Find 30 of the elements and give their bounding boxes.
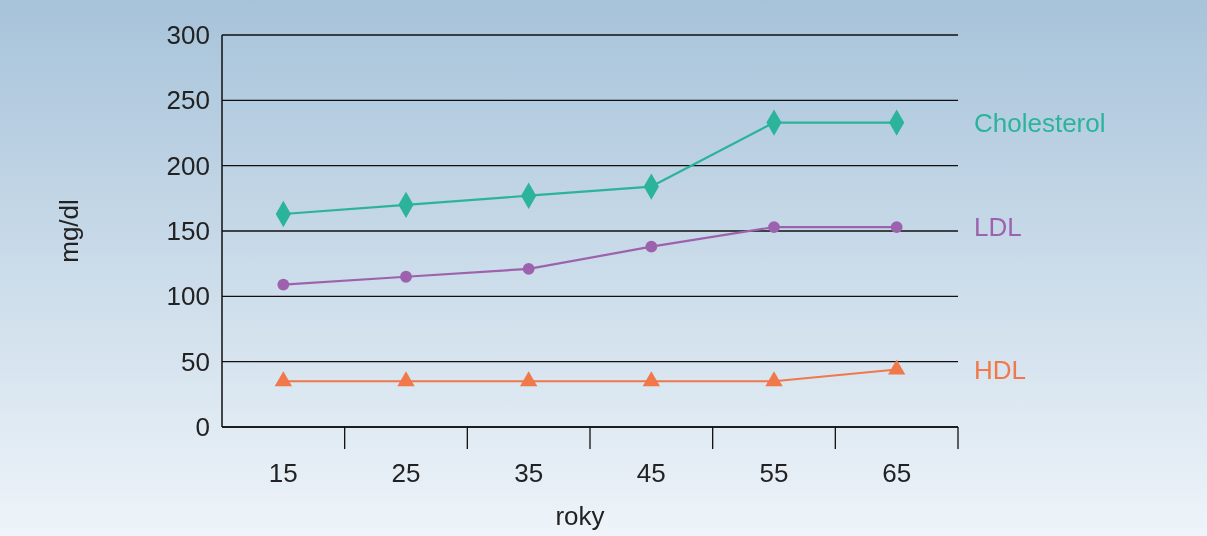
x-tick-label: 25 bbox=[391, 458, 421, 488]
x-tick-label: 55 bbox=[759, 458, 789, 488]
y-tick-label: 200 bbox=[166, 150, 210, 181]
point bbox=[522, 262, 535, 275]
point bbox=[642, 371, 660, 387]
point bbox=[768, 221, 780, 233]
text: HDL bbox=[974, 354, 1027, 385]
text: LDL bbox=[974, 212, 1022, 243]
point bbox=[274, 371, 292, 387]
point bbox=[397, 371, 415, 387]
point bbox=[520, 371, 538, 387]
x-tick-label: 45 bbox=[636, 458, 666, 488]
y-axis-title: mg/dl bbox=[54, 199, 84, 263]
x-tick-label: 15 bbox=[268, 458, 298, 488]
point bbox=[400, 270, 412, 283]
x-tick-label: 35 bbox=[514, 458, 544, 488]
text: Cholesterol bbox=[974, 107, 1106, 138]
point bbox=[765, 371, 783, 387]
y-tick-label: 50 bbox=[181, 346, 210, 377]
point bbox=[645, 240, 658, 253]
y-tick-label: 250 bbox=[166, 85, 210, 116]
x-axis-title: roky bbox=[555, 501, 605, 531]
point bbox=[888, 359, 906, 375]
y-tick-label: 150 bbox=[166, 216, 210, 246]
y-tick-label: 0 bbox=[195, 412, 210, 442]
y-tick-label: 100 bbox=[166, 281, 210, 312]
y-tick-label: 300 bbox=[166, 20, 210, 50]
x-tick-label: 65 bbox=[882, 458, 912, 488]
point bbox=[277, 278, 290, 291]
point bbox=[890, 221, 903, 233]
